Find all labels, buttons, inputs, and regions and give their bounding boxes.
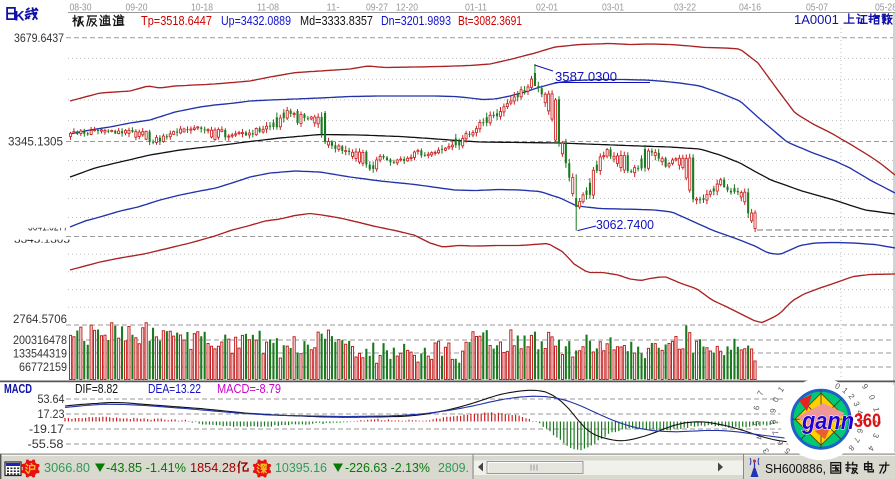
svg-text:133544319: 133544319 (13, 349, 67, 361)
svg-text:17.23: 17.23 (38, 409, 65, 421)
svg-text:3679.6437: 3679.6437 (14, 33, 64, 45)
svg-text:360: 360 (854, 411, 881, 432)
svg-text:66772159: 66772159 (19, 362, 67, 374)
svg-text:200316478: 200316478 (13, 335, 67, 347)
svg-text:Bt=3082.3691: Bt=3082.3691 (458, 14, 522, 28)
svg-text:04-16: 04-16 (739, 3, 761, 14)
svg-text:5: 5 (752, 420, 761, 426)
svg-text:8: 8 (846, 443, 856, 453)
svg-text:3345.1305: 3345.1305 (14, 234, 70, 246)
svg-text:8: 8 (769, 419, 778, 425)
svg-text:Up=3432.0889: Up=3432.0889 (221, 14, 291, 28)
svg-text:gann: gann (801, 408, 854, 435)
svg-text:3: 3 (851, 400, 861, 408)
svg-text:2809.: 2809. (438, 460, 469, 475)
svg-text:-19.17: -19.17 (29, 424, 64, 436)
svg-text:11-08: 11-08 (257, 3, 279, 14)
svg-text:Tp=3518.6447: Tp=3518.6447 (141, 14, 212, 28)
svg-text:05-28: 05-28 (875, 3, 895, 14)
svg-text:3: 3 (871, 432, 881, 439)
svg-text:-55.58: -55.58 (28, 439, 64, 451)
svg-text:1854.28: 1854.28 (190, 460, 236, 475)
svg-text:09-27: 09-27 (366, 3, 388, 14)
svg-text:9: 9 (860, 382, 870, 391)
svg-text:2764.5706: 2764.5706 (13, 314, 67, 326)
svg-text:02-01: 02-01 (536, 3, 558, 14)
svg-text:9: 9 (768, 407, 778, 413)
svg-text:SH600886,: SH600886, (765, 461, 826, 476)
svg-text:4: 4 (855, 409, 865, 415)
svg-text:0: 0 (771, 395, 781, 403)
svg-text:0: 0 (834, 381, 843, 391)
svg-text:1: 1 (776, 385, 786, 394)
svg-text:Md=3333.8357: Md=3333.8357 (300, 14, 373, 28)
svg-text:05-07: 05-07 (806, 3, 828, 14)
svg-text:2: 2 (873, 420, 882, 426)
svg-text:DEA=13.22: DEA=13.22 (148, 382, 201, 396)
svg-text:1: 1 (871, 406, 881, 412)
svg-text:08-30: 08-30 (70, 3, 92, 14)
svg-text:3066.80: 3066.80 (44, 460, 90, 475)
svg-text:-43.85 -1.41%: -43.85 -1.41% (106, 460, 186, 475)
svg-text:5: 5 (782, 446, 792, 456)
svg-text:03-01: 03-01 (602, 3, 624, 14)
svg-text:MACD: MACD (4, 382, 32, 396)
svg-text:6: 6 (855, 427, 865, 434)
svg-text:K: K (15, 8, 25, 24)
svg-text:4: 4 (755, 434, 765, 441)
svg-text:2: 2 (847, 392, 857, 401)
svg-text:03-22: 03-22 (674, 3, 696, 14)
svg-text:7: 7 (851, 436, 861, 445)
svg-text:6: 6 (775, 438, 785, 447)
svg-text:-226.63 -2.13%: -226.63 -2.13% (345, 460, 430, 475)
svg-text:7: 7 (755, 389, 765, 397)
svg-text:7: 7 (771, 429, 781, 436)
svg-text:0: 0 (867, 393, 877, 401)
svg-text:09-20: 09-20 (126, 3, 148, 14)
svg-text:3041.0277: 3041.0277 (28, 221, 68, 233)
svg-text:DIF=8.82: DIF=8.82 (75, 382, 118, 396)
svg-text:10395.16: 10395.16 (275, 460, 327, 475)
svg-text:11-: 11- (327, 3, 340, 14)
svg-text:4: 4 (866, 444, 876, 453)
svg-text:3062.7400: 3062.7400 (596, 218, 654, 232)
svg-text:01-11: 01-11 (465, 3, 487, 14)
svg-text:3587.0300: 3587.0300 (555, 70, 617, 84)
svg-text:10-18: 10-18 (191, 3, 213, 14)
svg-text:1A0001: 1A0001 (794, 12, 839, 27)
svg-text:3: 3 (761, 446, 771, 455)
svg-text:12-20: 12-20 (396, 3, 418, 14)
svg-text:6: 6 (752, 404, 762, 410)
svg-text:Dn=3201.9893: Dn=3201.9893 (381, 14, 451, 28)
svg-text:5: 5 (856, 419, 865, 425)
svg-text:3345.1305: 3345.1305 (8, 137, 63, 149)
svg-text:1: 1 (840, 386, 850, 396)
svg-text:MACD=-8.79: MACD=-8.79 (217, 382, 281, 396)
svg-text:53.64: 53.64 (38, 394, 66, 406)
